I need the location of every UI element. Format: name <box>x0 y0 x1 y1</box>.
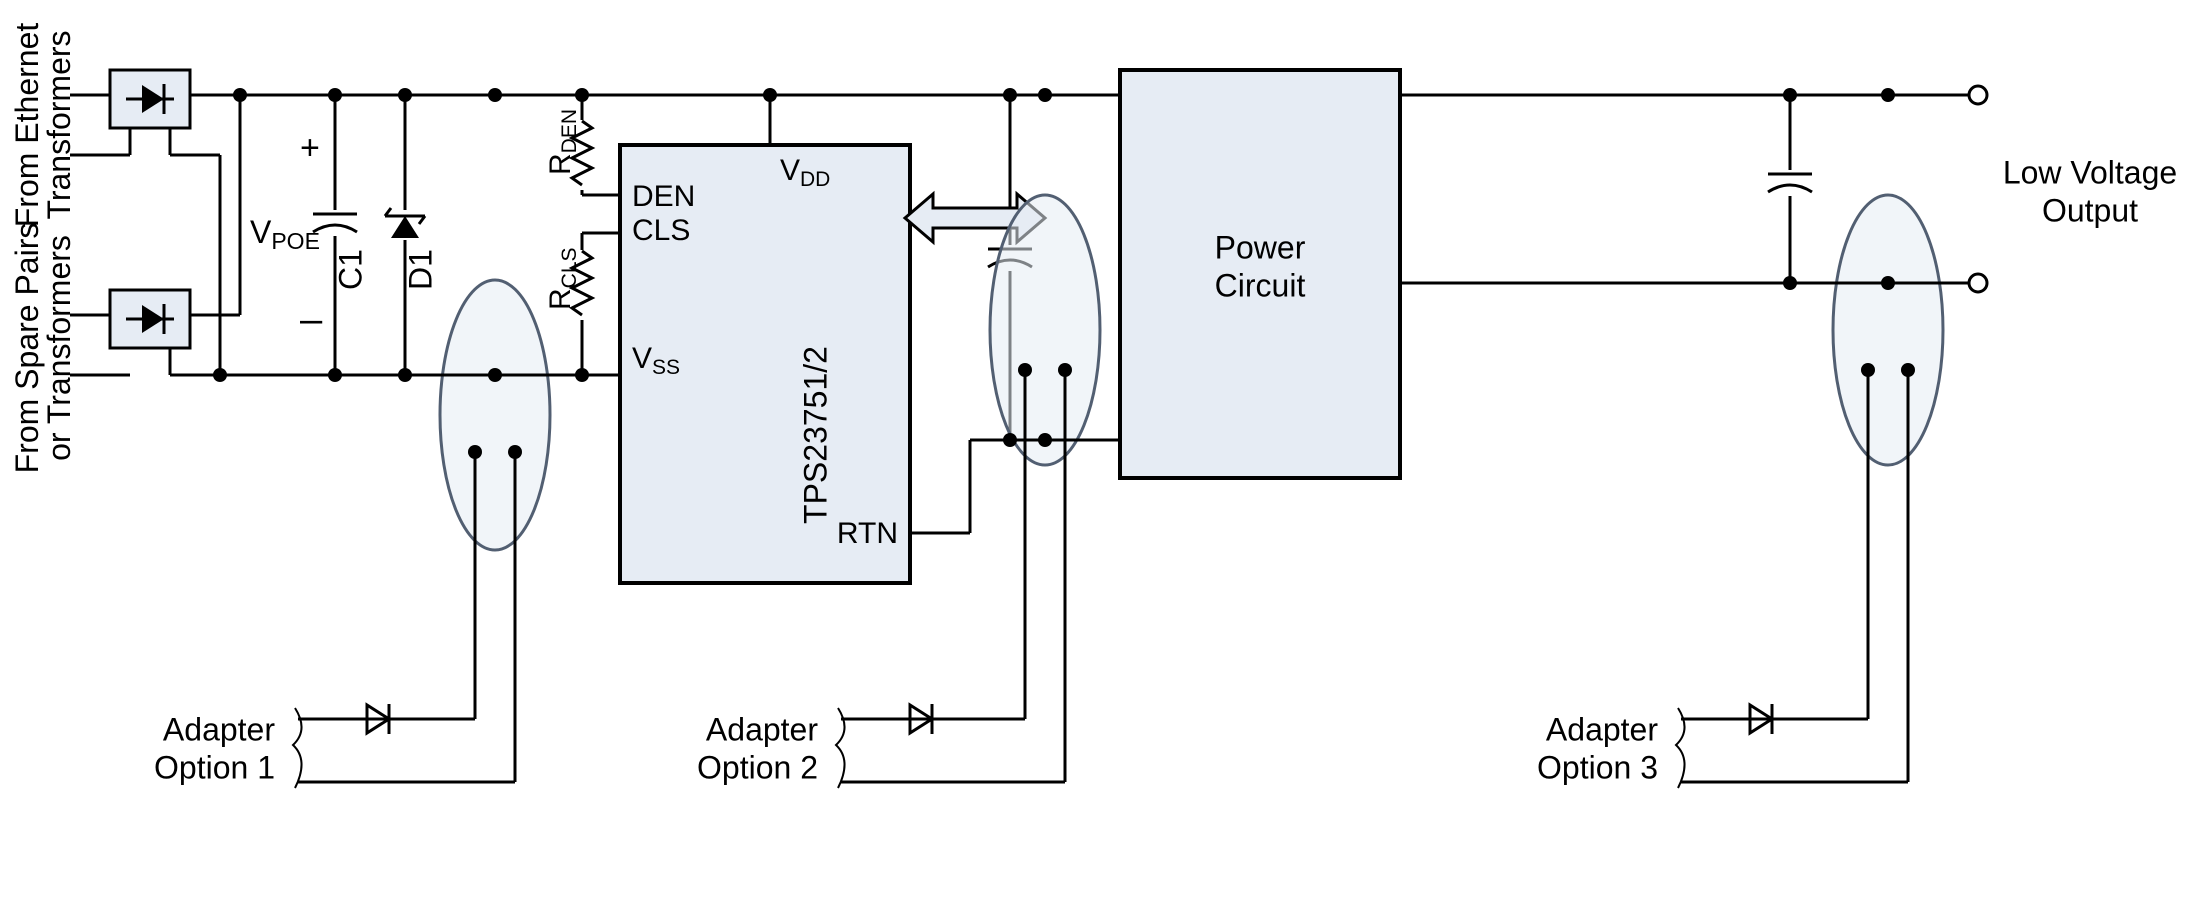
interface-oval-2 <box>990 195 1100 465</box>
out-terminal-neg-icon <box>1969 274 1987 292</box>
from-spare-label: From Spare Pairs <box>9 223 45 474</box>
c1-label: C1 <box>332 249 368 290</box>
adapter1-label-l2: Option 1 <box>154 749 275 785</box>
interface-oval-1 <box>440 280 550 550</box>
adapter2-label-l2: Option 2 <box>697 749 818 785</box>
d1-tvs <box>385 95 425 375</box>
circuit-diagram: From Ethernet Transformers From Spare Pa… <box>0 0 2204 907</box>
minus-label: – <box>300 298 323 342</box>
adapter3-label-l1: Adapter <box>1546 711 1658 747</box>
from-ethernet-label: From Ethernet <box>9 23 45 228</box>
cls-pin-label: CLS <box>632 214 690 247</box>
rden-label: RDEN <box>544 109 581 175</box>
adapter1-label-l1: Adapter <box>163 711 275 747</box>
rcls-label: RCLS <box>544 247 581 310</box>
chip-id-label: TPS23751/2 <box>797 346 833 524</box>
bridge-rect-top <box>110 70 190 128</box>
power-circuit-label-l1: Power <box>1215 229 1306 265</box>
den-pin-label: DEN <box>632 180 695 213</box>
out-capacitor <box>1768 95 1812 283</box>
adapter3-label-l2: Option 3 <box>1537 749 1658 785</box>
bridge-rect-bottom <box>110 290 190 348</box>
low-voltage-label-l2: Output <box>2042 192 2138 228</box>
vpoe-label: VPOE <box>250 214 320 254</box>
plus-label: + <box>300 129 320 167</box>
adapter2-label-l1: Adapter <box>706 711 818 747</box>
d1-label: D1 <box>402 249 438 290</box>
power-circuit-label-l2: Circuit <box>1215 267 1306 303</box>
out-terminal-pos-icon <box>1969 86 1987 104</box>
interface-oval-3 <box>1833 195 1943 465</box>
low-voltage-label-l1: Low Voltage <box>2003 154 2177 190</box>
from-ethernet-label2: Transformers <box>41 30 77 219</box>
rtn-pin-label: RTN <box>837 517 898 550</box>
from-spare-label2: or Transformers <box>41 235 77 461</box>
